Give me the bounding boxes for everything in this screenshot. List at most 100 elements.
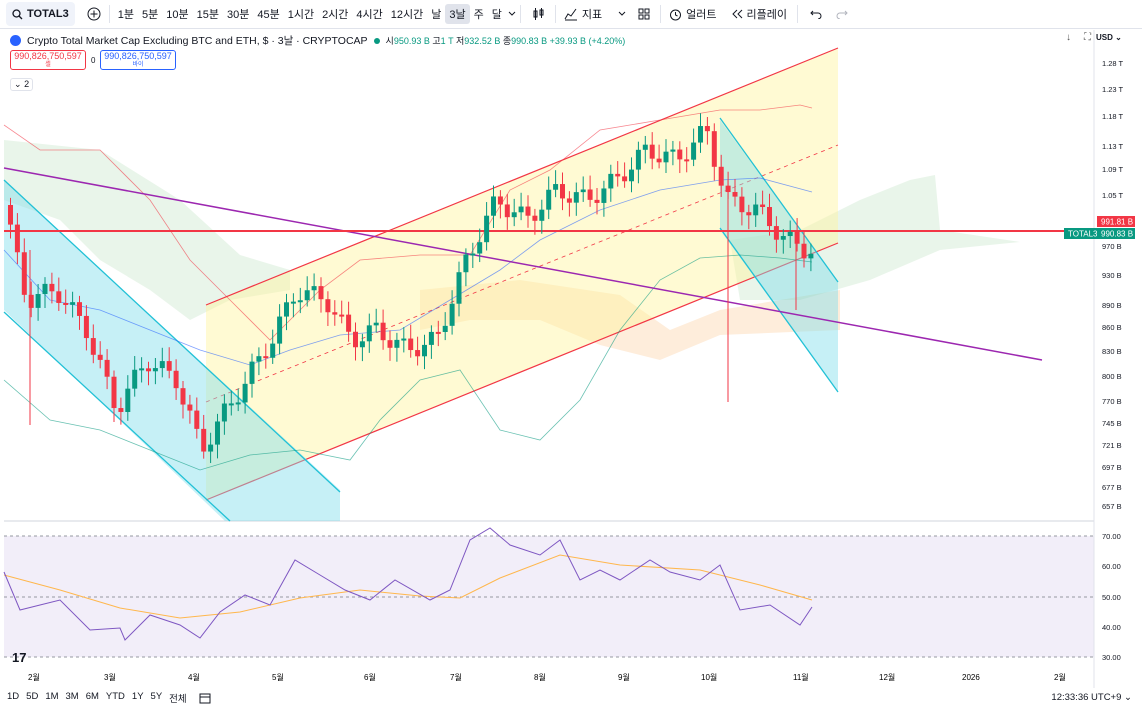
candle-body: [366, 325, 372, 342]
interval-2[interactable]: 10분: [166, 9, 189, 21]
interval-3[interactable]: 15분: [196, 9, 219, 21]
interval-13[interactable]: 달: [491, 9, 502, 21]
candle-body: [242, 383, 248, 403]
symbol-tag: [1064, 228, 1098, 239]
undo-icon[interactable]: [810, 9, 822, 19]
candles-icon[interactable]: [531, 7, 545, 21]
candle-body: [428, 331, 434, 345]
chevron-down-icon[interactable]: [618, 11, 626, 17]
rising-channel-upper: [205, 47, 839, 306]
candle-body: [166, 361, 172, 371]
range-2[interactable]: 1M: [45, 690, 59, 702]
symbol-tag-text: TOTAL3: [1068, 230, 1098, 239]
time-tick: 2월: [28, 672, 40, 682]
fullscreen-icon[interactable]: ⛶: [1084, 32, 1091, 43]
candle-body: [235, 402, 241, 405]
divider: [660, 5, 662, 23]
candle-body: [56, 291, 62, 303]
rsi-ma-line: [3, 554, 813, 619]
candle-body: [277, 316, 283, 344]
range-0[interactable]: 1D: [7, 690, 20, 702]
price-tick: 745 B: [1102, 419, 1122, 428]
indicators-icon[interactable]: [564, 7, 578, 21]
candles-group: [8, 113, 814, 464]
buy-button[interactable]: 990,826,750,597 바이: [100, 50, 176, 70]
layout-grid-icon[interactable]: [638, 8, 650, 20]
candle-body: [104, 359, 110, 377]
range-3[interactable]: 3M: [65, 690, 79, 702]
candle-body: [525, 206, 531, 216]
candle-body: [649, 144, 655, 159]
candle-body: [415, 350, 421, 357]
add-symbol-icon[interactable]: [87, 7, 101, 21]
candle-body: [63, 302, 69, 305]
interval-5[interactable]: 45분: [257, 9, 280, 21]
candle-body: [622, 176, 628, 182]
price-tick: 697 B: [1102, 463, 1122, 472]
rising-channel-fill: [206, 48, 838, 500]
candle-body: [642, 144, 648, 150]
price-tick: 1.18 T: [1102, 112, 1124, 121]
alert-button[interactable]: 얼러트: [686, 9, 717, 21]
interval-9[interactable]: 12시간: [390, 9, 424, 21]
chevron-down-icon[interactable]: [508, 11, 516, 17]
clock[interactable]: 12:33:36 UTC+9 ⌄: [1051, 692, 1132, 703]
price-tag-red-text: 991.81 B: [1101, 218, 1133, 227]
lower-band: [3, 254, 813, 471]
candle-body: [346, 314, 352, 332]
replay-button[interactable]: 리플레이: [746, 9, 787, 21]
time-tick: 2월: [1054, 672, 1066, 682]
rewind-icon[interactable]: [731, 9, 743, 19]
rsi-tick: 40.00: [1102, 623, 1121, 632]
interval-12[interactable]: 주: [473, 9, 484, 21]
interval-10[interactable]: 날: [431, 9, 442, 21]
price-tick: 800 B: [1102, 372, 1122, 381]
ohlc-values: 시950.93 B 고1 T 저932.52 B 종990.83 B +39.9…: [385, 36, 626, 46]
interval-8[interactable]: 4시간: [356, 9, 383, 21]
indicators-button[interactable]: 지표: [581, 9, 603, 21]
candle-body: [794, 231, 800, 244]
range-8[interactable]: 전체: [169, 693, 187, 705]
indicator-toggle[interactable]: ⌄ 2: [10, 78, 34, 91]
candle-body: [746, 212, 752, 216]
candle-body: [449, 303, 455, 326]
sell-button[interactable]: 990,826,750,597 셀: [10, 50, 86, 70]
chart-title[interactable]: Crypto Total Market Cap Excluding BTC an…: [27, 35, 368, 47]
candle-body: [159, 361, 165, 369]
range-4[interactable]: 6M: [85, 690, 99, 702]
interval-6[interactable]: 1시간: [287, 9, 315, 21]
arrow-down-icon[interactable]: ↓: [1066, 32, 1071, 43]
range-6[interactable]: 1Y: [131, 690, 144, 702]
interval-4[interactable]: 30분: [226, 9, 250, 21]
upper-band: [3, 104, 813, 341]
divider: [108, 5, 110, 23]
trend-line: [3, 167, 1043, 361]
interval-7[interactable]: 2시간: [322, 9, 349, 21]
candle-body: [573, 192, 579, 203]
top-toolbar: TOTAL3 1분 5분 10분 15분 30분 45분 1시간 2시간 4시간 12시간 날 3날 주…: [0, 0, 1142, 29]
range-1[interactable]: 5D: [26, 690, 39, 702]
price-tag-red: [1097, 216, 1135, 227]
calendar-range-icon[interactable]: [199, 692, 211, 704]
symbol-label: TOTAL3: [27, 8, 69, 20]
redo-icon[interactable]: [836, 9, 848, 19]
interval-1[interactable]: 5분: [142, 9, 159, 21]
currency-selector[interactable]: USD ⌄: [1096, 33, 1122, 42]
candle-body: [284, 302, 289, 317]
chevron-down-icon: ⌄: [14, 79, 22, 89]
range-list: 1D 5D 1M 3M 6M YTD 1Y 5Y 전체: [0, 691, 187, 705]
range-7[interactable]: 5Y: [150, 690, 163, 702]
bottom-toolbar: 1D 5D 1M 3M 6M YTD 1Y 5Y 전체: [0, 690, 1142, 705]
interval-0[interactable]: 1분: [117, 9, 135, 21]
candle-body: [718, 166, 724, 186]
candle-body: [304, 290, 310, 301]
interval-11[interactable]: 3날: [445, 4, 470, 24]
candle-body: [249, 361, 255, 384]
symbol-search[interactable]: TOTAL3: [6, 2, 75, 26]
candle-body: [635, 149, 641, 170]
candle-body: [256, 356, 262, 362]
price-tag-current-text: 990.83 B: [1101, 230, 1133, 239]
range-5[interactable]: YTD: [105, 690, 125, 702]
alarm-clock-icon[interactable]: [669, 8, 682, 21]
